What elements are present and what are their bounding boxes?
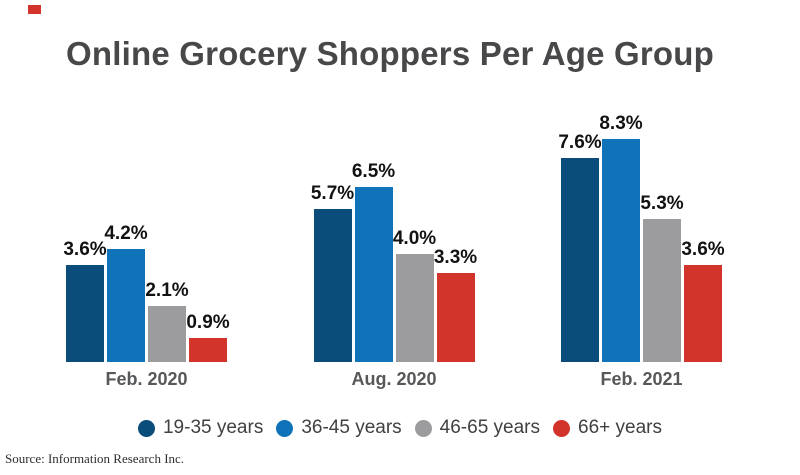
bars-row: 5.7% 6.5% 4.0% 3.3% [310, 160, 478, 362]
bar-value-label: 0.9% [186, 312, 230, 333]
bar-unit: 5.3% [640, 192, 684, 362]
bar [643, 219, 681, 362]
bar-unit: 2.1% [145, 279, 189, 362]
bar-unit: 4.2% [104, 222, 148, 362]
bar-value-label: 4.0% [392, 228, 437, 249]
source-note: Source: Information Research Inc. [5, 451, 185, 466]
bar-value-label: 8.3% [599, 113, 643, 134]
bar-value-label: 5.7% [310, 183, 355, 204]
bar [148, 306, 186, 362]
x-axis-label: Aug. 2020 [351, 369, 437, 389]
bar [189, 338, 227, 362]
bar [395, 254, 434, 362]
bar-value-label: 3.6% [63, 239, 107, 260]
legend-label: 36-45 years [301, 417, 402, 438]
accent-square [28, 5, 41, 14]
legend-swatch [276, 419, 294, 437]
legend-item: 66+ years [553, 416, 662, 440]
legend-swatch [553, 419, 571, 437]
chart-title: Online Grocery Shoppers Per Age Group [66, 35, 714, 72]
bar-unit: 3.6% [681, 238, 725, 362]
legend: 19-35 years 36-45 years 46-65 years 66+ yea… [0, 416, 800, 440]
legend-label: 19-35 years [162, 417, 264, 438]
bar [313, 209, 352, 362]
bars-row: 7.6% 8.3% 5.3% 3.6% [558, 112, 725, 362]
bar-unit: 8.3% [599, 112, 643, 362]
bar-value-label: 7.6% [558, 132, 602, 153]
bar-unit: 3.3% [433, 246, 478, 362]
legend-swatch [414, 419, 432, 437]
bar-value-label: 6.5% [351, 161, 396, 182]
bar-group: 5.7% 6.5% 4.0% 3.3% Aug. 2020 [310, 160, 478, 390]
bar-unit: 5.7% [310, 182, 355, 362]
legend-item: 36-45 years [276, 416, 402, 440]
bar-unit: 4.0% [392, 227, 437, 362]
x-axis-label: Feb. 2021 [600, 369, 683, 389]
legend-item: 46-65 years [414, 416, 541, 440]
bar-unit: 0.9% [186, 311, 230, 362]
legend-swatch [137, 419, 155, 437]
bar-value-label: 4.2% [104, 223, 148, 244]
bar-value-label: 3.6% [681, 239, 725, 260]
bar-value-label: 3.3% [433, 247, 478, 268]
bar [436, 273, 475, 362]
bar-group: 7.6% 8.3% 5.3% 3.6% Feb. 2021 [558, 112, 725, 390]
bar [602, 139, 640, 362]
bar-value-label: 5.3% [640, 193, 684, 214]
legend-item: 19-35 years [137, 416, 264, 440]
bar [107, 249, 145, 362]
bar-unit: 7.6% [558, 131, 602, 362]
legend-label: 46-65 years [439, 417, 541, 438]
bar-group: 3.6% 4.2% 2.1% 0.9% Feb. 2020 [63, 222, 230, 390]
bars-row: 3.6% 4.2% 2.1% 0.9% [63, 222, 230, 362]
bar-unit: 3.6% [63, 238, 107, 362]
bar [66, 265, 104, 362]
x-axis-label: Feb. 2020 [105, 369, 188, 389]
bar-value-label: 2.1% [145, 280, 189, 301]
bar [354, 187, 393, 362]
bar [561, 158, 599, 362]
bar [684, 265, 722, 362]
legend-label: 66+ years [578, 417, 662, 438]
chart-groups: 3.6% 4.2% 2.1% 0.9% Feb. 2020 5.7% 6.5% 4.0% 3.3… [63, 112, 725, 390]
bar-unit: 6.5% [351, 160, 396, 362]
